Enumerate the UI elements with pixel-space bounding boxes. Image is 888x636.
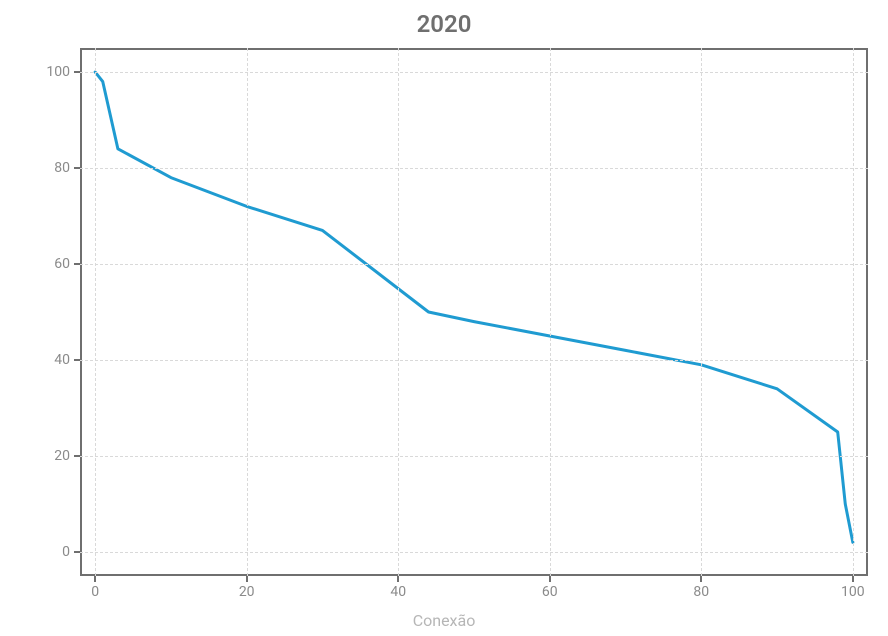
plot-area: 020406080100020406080100 xyxy=(80,48,868,576)
gridline-v xyxy=(701,48,702,576)
x-tick-label: 60 xyxy=(542,584,558,600)
tick-mark-x xyxy=(549,576,551,582)
x-tick-label: 20 xyxy=(239,584,255,600)
tick-mark-x xyxy=(246,576,248,582)
line-series xyxy=(80,48,868,576)
tick-mark-x xyxy=(94,576,96,582)
tick-mark-x xyxy=(852,576,854,582)
gridline-h xyxy=(80,552,868,553)
tick-mark-y xyxy=(74,455,80,457)
y-tick-label: 100 xyxy=(46,64,70,80)
x-tick-label: 40 xyxy=(390,584,406,600)
tick-mark-y xyxy=(74,263,80,265)
y-tick-label: 20 xyxy=(54,448,70,464)
y-tick-label: 60 xyxy=(54,256,70,272)
gridline-v xyxy=(95,48,96,576)
tick-mark-y xyxy=(74,359,80,361)
gridline-v xyxy=(247,48,248,576)
gridline-v xyxy=(853,48,854,576)
tick-mark-x xyxy=(700,576,702,582)
gridline-v xyxy=(550,48,551,576)
chart-title: 2020 xyxy=(0,10,888,38)
gridline-v xyxy=(398,48,399,576)
tick-mark-y xyxy=(74,551,80,553)
chart-container: 2020 Fluxos de retomada (%) Conexão 0204… xyxy=(0,0,888,636)
x-tick-label: 80 xyxy=(693,584,709,600)
gridline-h xyxy=(80,168,868,169)
x-tick-label: 100 xyxy=(841,584,865,600)
gridline-h xyxy=(80,72,868,73)
data-line xyxy=(95,72,853,542)
x-axis-label: Conexão xyxy=(0,611,888,630)
gridline-h xyxy=(80,456,868,457)
y-tick-label: 80 xyxy=(54,160,70,176)
gridline-h xyxy=(80,264,868,265)
y-tick-label: 0 xyxy=(62,544,70,560)
tick-mark-y xyxy=(74,167,80,169)
gridline-h xyxy=(80,360,868,361)
tick-mark-y xyxy=(74,71,80,73)
y-tick-label: 40 xyxy=(54,352,70,368)
tick-mark-x xyxy=(397,576,399,582)
x-tick-label: 0 xyxy=(91,584,99,600)
